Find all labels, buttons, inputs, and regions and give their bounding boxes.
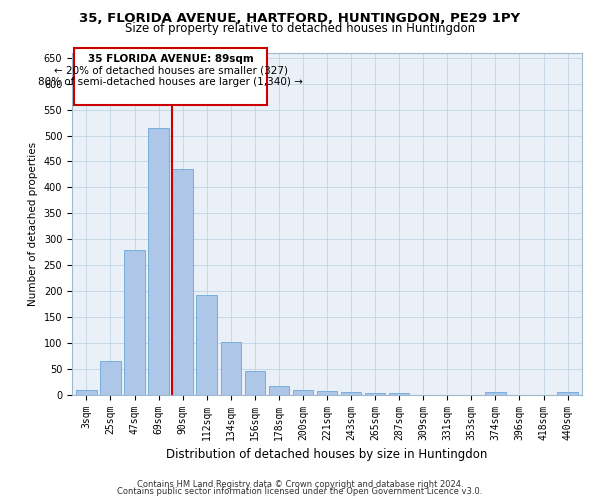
Text: ← 20% of detached houses are smaller (327): ← 20% of detached houses are smaller (32… [53, 65, 287, 75]
Text: Size of property relative to detached houses in Huntingdon: Size of property relative to detached ho… [125, 22, 475, 35]
X-axis label: Distribution of detached houses by size in Huntingdon: Distribution of detached houses by size … [166, 448, 488, 462]
Y-axis label: Number of detached properties: Number of detached properties [28, 142, 38, 306]
Text: 35, FLORIDA AVENUE, HARTFORD, HUNTINGDON, PE29 1PY: 35, FLORIDA AVENUE, HARTFORD, HUNTINGDON… [79, 12, 521, 26]
Text: Contains public sector information licensed under the Open Government Licence v3: Contains public sector information licen… [118, 487, 482, 496]
Bar [100, 362, 121, 395]
Bar [148, 128, 169, 395]
Text: 80% of semi-detached houses are larger (1,340) →: 80% of semi-detached houses are larger (… [38, 76, 303, 86]
Bar [389, 394, 409, 395]
Bar [317, 392, 337, 395]
Bar [172, 170, 193, 395]
Bar [293, 390, 313, 395]
Bar [221, 342, 241, 395]
Bar [196, 295, 217, 395]
Bar [245, 371, 265, 395]
Bar [269, 386, 289, 395]
Bar [124, 250, 145, 395]
Text: Contains HM Land Registry data © Crown copyright and database right 2024.: Contains HM Land Registry data © Crown c… [137, 480, 463, 489]
Bar [76, 390, 97, 395]
Text: 35 FLORIDA AVENUE: 89sqm: 35 FLORIDA AVENUE: 89sqm [88, 54, 254, 64]
Bar [365, 393, 385, 395]
Bar [341, 392, 361, 395]
Bar [557, 392, 578, 395]
Bar [485, 392, 506, 395]
FancyBboxPatch shape [74, 48, 267, 106]
